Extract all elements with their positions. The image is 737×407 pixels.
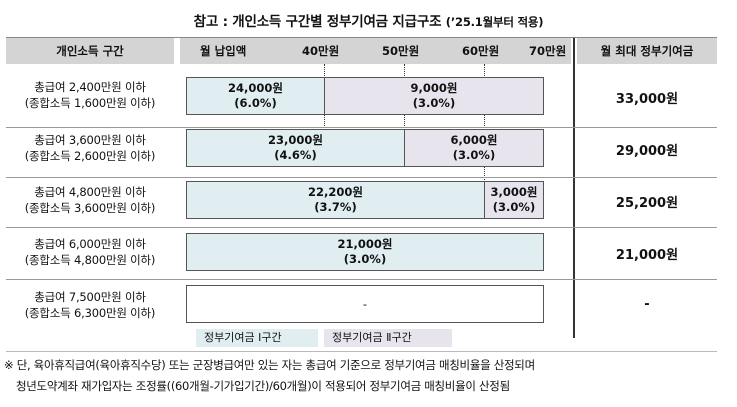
row-1-label: 총급여 2,400만원 이하 (종합소득 1,600만원 이하) [6,79,174,111]
row-1-zone2-bar: 9,000원 (3.0%) [324,77,544,115]
row-4-zone1-amount: 21,000원 [337,237,393,251]
row-3-label: 총급여 4,800만원 이하 (종합소득 3,600만원 이하) [6,184,174,216]
row-divider [6,177,717,178]
header-tick-50: 50만원 [382,44,420,58]
row-5-label: 총급여 7,500만원 이하 (종합소득 6,300만원 이하) [6,289,174,321]
row-4-zone1-bar: 21,000원 (3.0%) [186,233,544,271]
header-tick-60: 60만원 [462,44,500,58]
row-2-zone1-amount: 23,000원 [268,133,323,147]
row-1-zone2-rate: (3.0%) [412,96,456,110]
row-4-comprehensive: (종합소득 4,800만원 이하) [24,253,156,267]
row-divider [6,227,717,228]
title-main: 참고 : 개인소득 구간별 정부기여금 지급구조 [193,14,442,30]
row-2-zone2-rate: (3.0%) [452,148,496,162]
row-2-comprehensive: (종합소득 2,600만원 이하) [24,149,156,163]
row-5-bar: - [186,285,544,323]
row-1-gross: 총급여 2,400만원 이하 [34,80,146,94]
row-1-total: 33,000원 [615,92,679,107]
header-max-contribution: 월 최대 정부기여금 [577,38,717,64]
row-2-zone1-rate: (4.6%) [274,148,317,162]
row-2-gross: 총급여 3,600만원 이하 [34,133,146,147]
row-3-comprehensive: (종합소득 3,600만원 이하) [24,201,156,215]
column-separator [573,38,575,338]
tick-60-guide [484,64,485,192]
row-3-zone2-rate: (3.0%) [492,200,536,214]
row-4-gross: 총급여 6,000만원 이하 [34,237,146,251]
row-3-gross: 총급여 4,800만원 이하 [34,185,146,199]
row-3-zone2-bar: 3,000원 (3.0%) [484,181,544,219]
legend-zone1: 정부기여금 Ⅰ구간 [196,329,318,347]
row-5-amount: - [362,296,368,311]
row-4-zone1-rate: (3.0%) [343,252,387,266]
row-2-zone2-amount: 6,000원 [450,133,498,147]
row-2-zone1-bar: 23,000원 (4.6%) [186,129,405,167]
row-2-total: 29,000원 [615,144,679,159]
row-2-zone2-bar: 6,000원 (3.0%) [404,129,544,167]
row-3-zone1-rate: (3.7%) [314,200,357,214]
row-5-comprehensive: (종합소득 6,300만원 이하) [24,306,156,320]
row-1-zone1-amount: 24,000원 [228,81,283,95]
row-5-gross: 총급여 7,500만원 이하 [34,290,146,304]
row-3-zone1-bar: 22,200원 (3.7%) [186,181,485,219]
row-divider [6,127,717,128]
row-5-total: - [644,297,650,312]
header-monthly-payment-label: 월 납입액 [200,44,247,58]
row-1-comprehensive: (종합소득 1,600만원 이하) [24,96,156,110]
row-1-zone2-amount: 9,000원 [410,81,458,95]
row-1-zone1-bar: 24,000원 (6.0%) [186,77,325,115]
header-tick-70: 70만원 [529,44,567,58]
footnote-2: 청년도약계좌 재가입자는 조정률((60개월-기가입기간)/60개월)이 적용되… [16,379,510,393]
row-3-zone2-amount: 3,000원 [490,185,538,199]
footnote-1: ※ 단, 육아휴직급여(육아휴직수당) 또는 군장병급여만 있는 자는 총급여 … [4,358,535,372]
header-tick-40: 40만원 [302,44,340,58]
header-monthly-payment: 월 납입액 40만원 50만원 60만원 70만원 [180,38,571,64]
row-4-label: 총급여 6,000만원 이하 (종합소득 4,800만원 이하) [6,236,174,268]
row-1-zone1-rate: (6.0%) [234,96,277,110]
row-3-total: 25,200원 [615,196,679,211]
table-bottom-border [6,351,717,352]
row-3-zone1-amount: 22,200원 [308,185,363,199]
table-top-border [6,37,717,38]
row-divider [6,279,717,280]
row-2-label: 총급여 3,600만원 이하 (종합소득 2,600만원 이하) [6,132,174,164]
header-income-bracket: 개인소득 구간 [6,38,174,64]
page-title: 참고 : 개인소득 구간별 정부기여금 지급구조 (’25.1월부터 적용) [0,10,737,30]
legend-zone2: 정부기여금 Ⅱ구간 [324,329,452,347]
title-suffix: (’25.1월부터 적용) [445,15,544,29]
row-4-total: 21,000원 [615,248,679,263]
